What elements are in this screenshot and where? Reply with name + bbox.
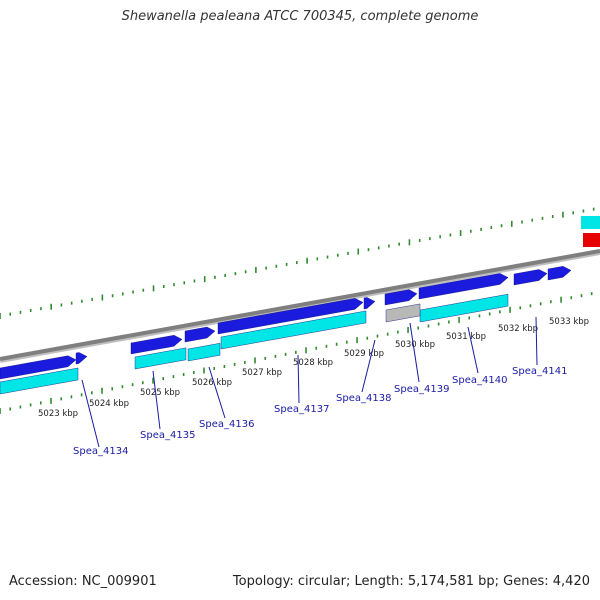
cds-reverse-2 [187, 343, 221, 362]
gene-label: Spea_4134 [73, 446, 128, 457]
kbp-label: 5023 kbp [38, 409, 78, 419]
kbp-label: 5027 kbp [242, 368, 282, 378]
gene-label: Spea_4136 [199, 419, 254, 430]
gene-leader [81, 379, 100, 448]
feature-track [0, 216, 600, 395]
kbp-label: 5030 kbp [395, 340, 435, 350]
gene-label: Spea_4140 [452, 375, 507, 386]
cds-reverse-0 [0, 367, 79, 395]
cds-forward-7 [418, 273, 509, 300]
cds-forward-9 [547, 266, 572, 281]
cds-reverse-edge [581, 216, 600, 229]
cds-reverse-4 [419, 293, 509, 323]
cds-forward-2 [130, 335, 183, 355]
gene-label: Spea_4139 [394, 384, 449, 395]
genome-backbone [0, 249, 600, 363]
kbp-label: 5033 kbp [549, 317, 589, 327]
cds-reverse-3 [220, 310, 367, 350]
inner-tick-track [0, 292, 593, 414]
kbp-label: 5031 kbp [446, 332, 486, 342]
kbp-label: 5028 kbp [293, 358, 333, 368]
kbp-scale: 5023 kbp 5024 kbp 5025 kbp 5026 kbp 5027 kbp… [38, 317, 589, 419]
map-title: Shewanella pealeana ATCC 700345, complet… [121, 9, 479, 24]
other-feature [385, 303, 421, 323]
gene-leader [467, 326, 479, 374]
cds-reverse-1 [134, 347, 187, 370]
kbp-label: 5026 kbp [192, 378, 232, 388]
highlight-feature [583, 233, 600, 247]
gene-leader [208, 366, 226, 419]
cds-forward-8 [513, 269, 548, 286]
backbone-line [0, 249, 600, 361]
accession-text: Accession: NC_009901 [9, 574, 157, 589]
gene-labels: Spea_4134 Spea_4135 Spea_4136 Spea_4137 Spea… [73, 316, 567, 457]
gene-leader [361, 339, 376, 393]
kbp-label: 5032 kbp [498, 324, 538, 334]
kbp-label: 5025 kbp [140, 388, 180, 398]
gene-leader [152, 370, 161, 430]
gene-leader [297, 354, 300, 404]
cds-forward-1 [75, 352, 88, 365]
gene-label: Spea_4138 [336, 393, 391, 404]
gene-label: Spea_4135 [140, 430, 195, 441]
gene-leader [535, 316, 538, 366]
cds-forward-6 [384, 289, 418, 306]
gene-label: Spea_4141 [512, 366, 567, 377]
gene-leader [409, 322, 420, 383]
kbp-label: 5029 kbp [344, 349, 384, 359]
topology-text: Topology: circular; Length: 5,174,581 bp… [232, 574, 590, 589]
kbp-label: 5024 kbp [89, 399, 129, 409]
cds-forward-4 [217, 298, 364, 335]
outer-tick-track [0, 207, 595, 319]
cds-forward-5 [363, 297, 376, 310]
gene-label: Spea_4137 [274, 404, 329, 415]
cds-forward-3 [184, 326, 216, 343]
cds-forward-0 [0, 355, 77, 380]
